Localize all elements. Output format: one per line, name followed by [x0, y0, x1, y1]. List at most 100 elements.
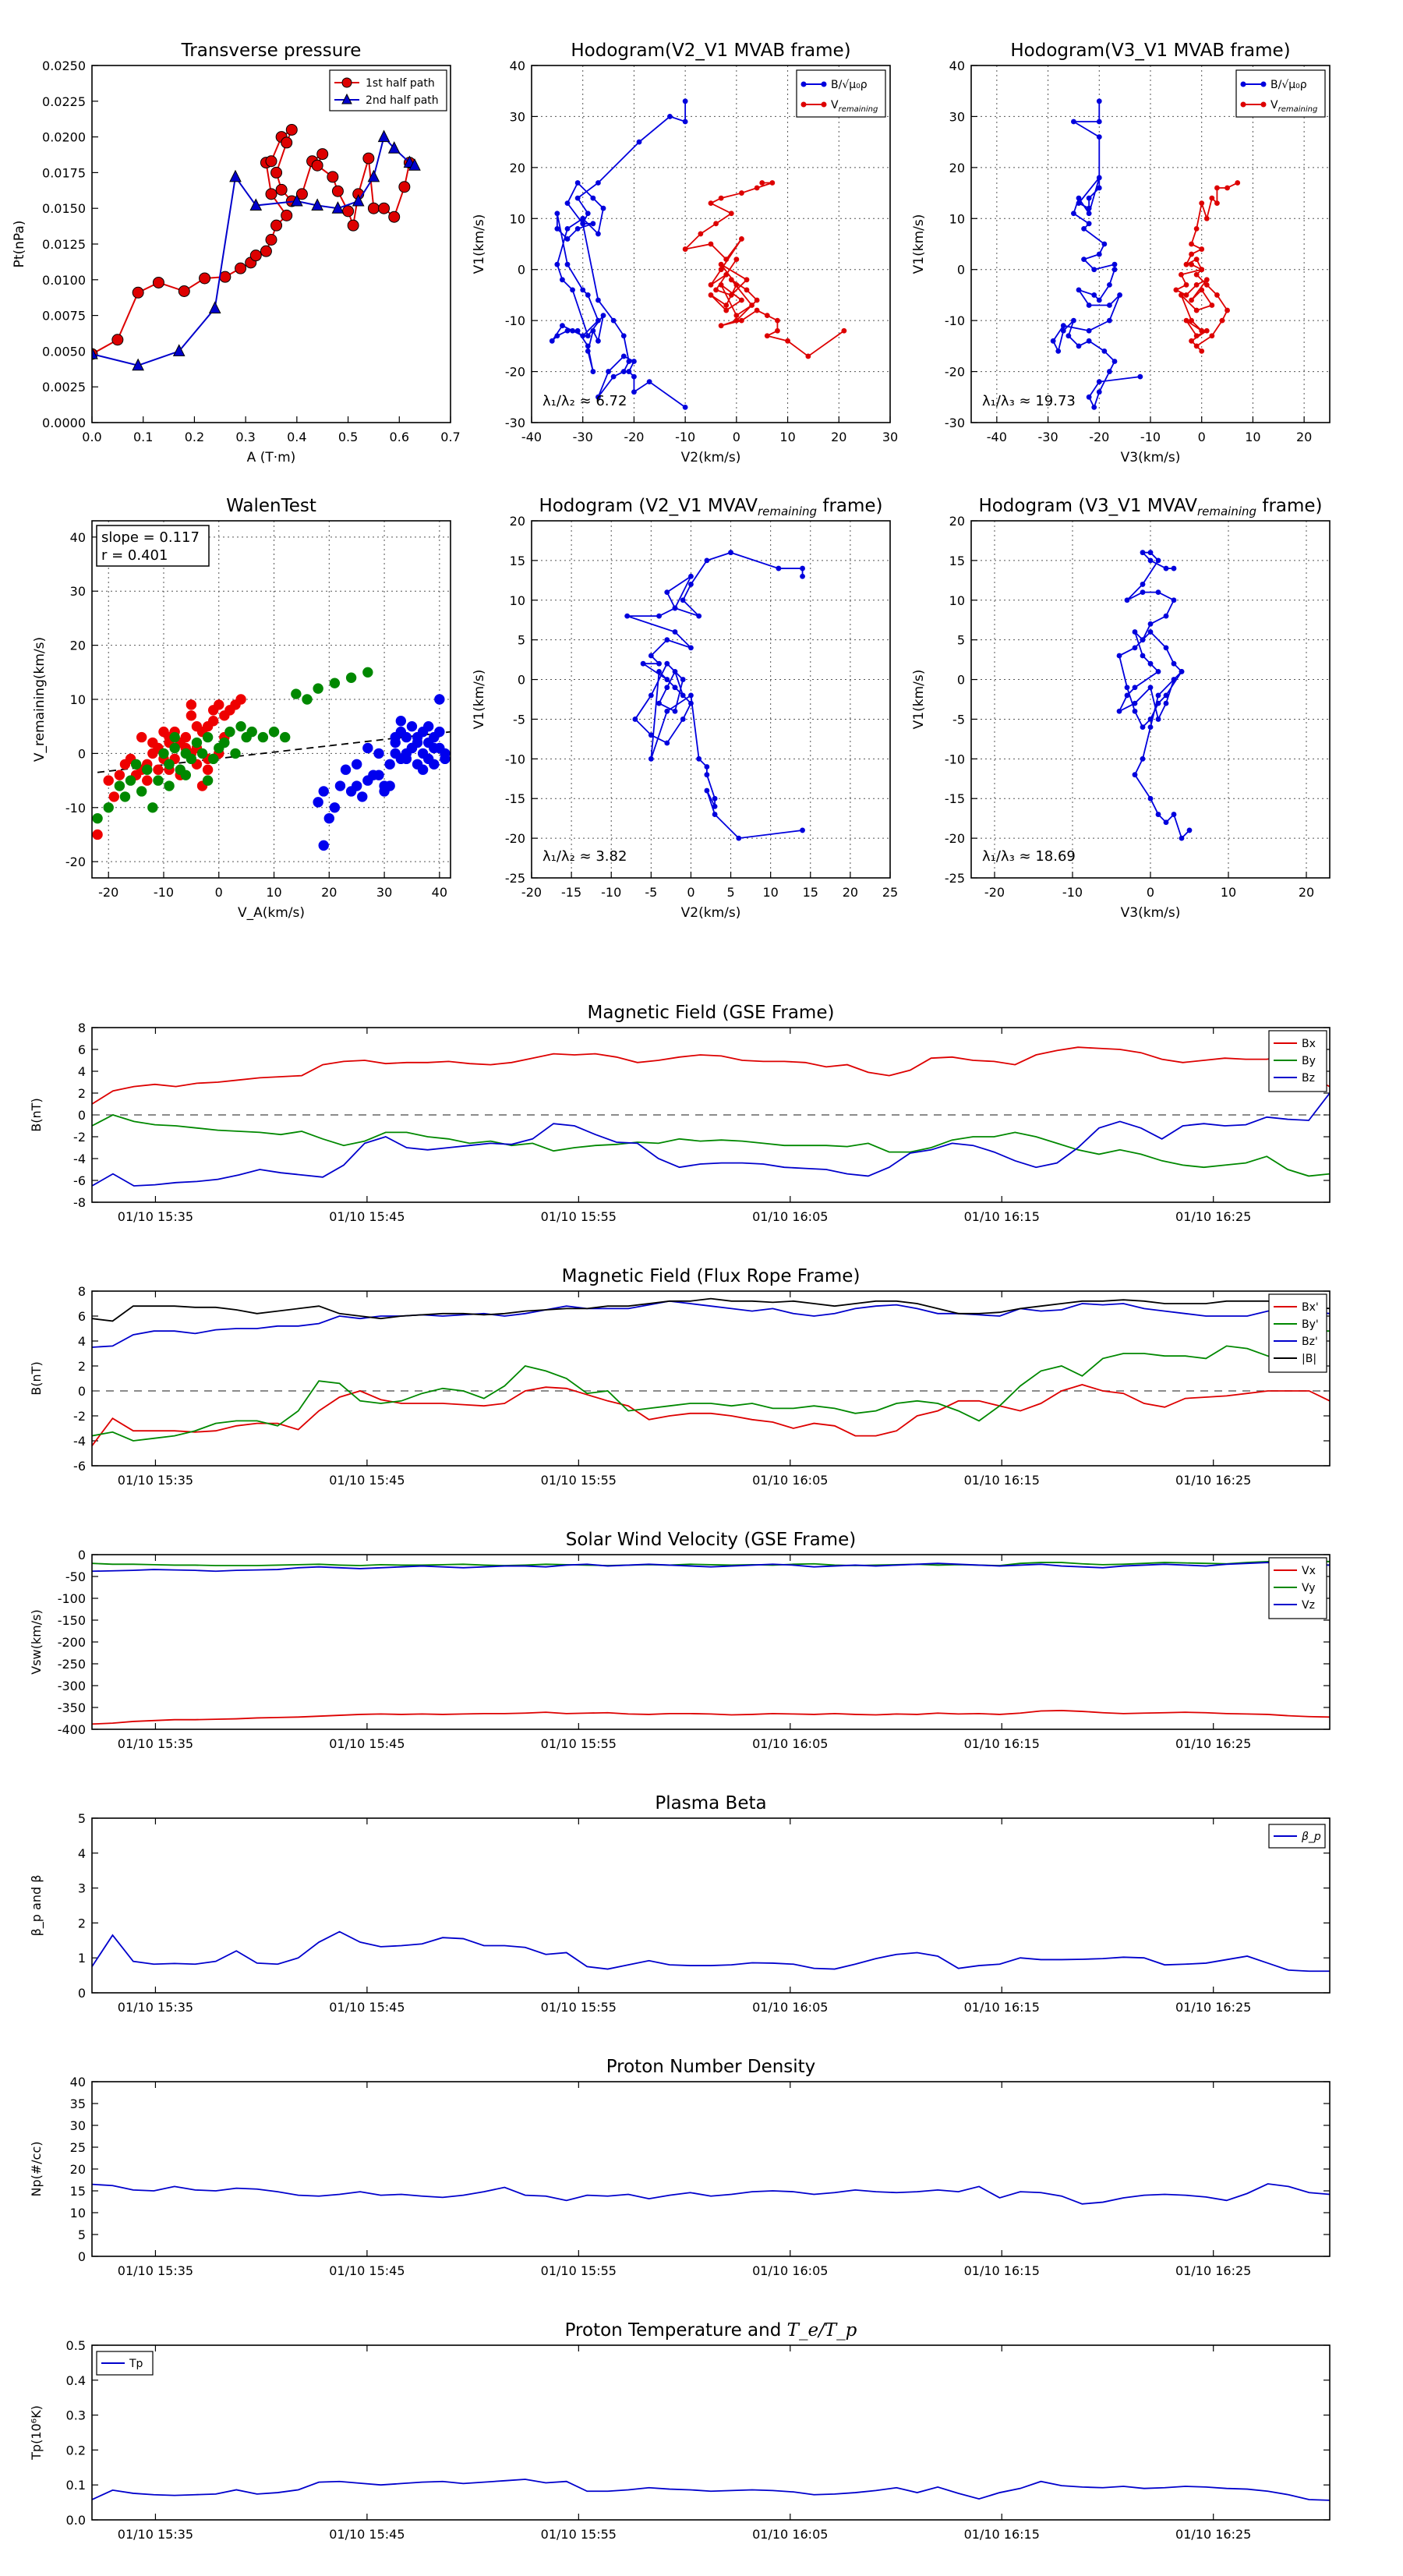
data-point — [417, 764, 429, 775]
data-point — [1116, 653, 1122, 659]
data-point — [152, 276, 164, 288]
data-point — [208, 301, 221, 313]
y-tick-label: 20 — [510, 161, 525, 175]
data-point — [1155, 589, 1161, 595]
legend-marker — [821, 81, 827, 87]
data-point — [680, 677, 686, 682]
data-point — [713, 221, 719, 227]
data-point — [331, 201, 345, 214]
x-tick-label: 20 — [1299, 885, 1314, 900]
y-tick-label: 15 — [70, 2184, 86, 2199]
x-tick-label: 10 — [779, 430, 795, 444]
y-tick-label: -8 — [73, 1195, 86, 1210]
data-point — [749, 303, 755, 308]
data-point — [180, 770, 192, 780]
legend-label: By — [1302, 1055, 1316, 1067]
data-point — [384, 759, 395, 770]
legend-label: 2nd half path — [366, 94, 439, 107]
data-point — [764, 313, 770, 318]
data-point — [281, 136, 293, 149]
data-point — [580, 333, 586, 339]
data-point — [656, 700, 662, 706]
data-point — [560, 323, 565, 329]
y-tick-label: 10 — [949, 593, 965, 608]
series-1st-half-path — [92, 123, 415, 360]
data-point — [342, 205, 355, 218]
data-point — [270, 219, 283, 232]
data-point — [564, 225, 571, 232]
data-point — [202, 775, 214, 786]
data-point — [595, 338, 601, 344]
data-point — [199, 272, 211, 285]
data-point — [718, 261, 724, 267]
data-point — [564, 261, 571, 267]
data-point — [1163, 565, 1169, 571]
data-point — [302, 694, 313, 705]
data-point — [313, 683, 323, 694]
plot-area — [92, 123, 421, 371]
data-point — [1140, 582, 1146, 587]
data-point — [1086, 303, 1092, 308]
y-axis-label: V1(km/s) — [472, 214, 487, 274]
data-point — [434, 694, 445, 705]
y-tick-label: 5 — [78, 1811, 86, 1826]
y-tick-label: -25 — [505, 871, 525, 886]
data-point — [1086, 211, 1092, 217]
data-point — [1203, 327, 1210, 334]
data-point — [718, 281, 724, 288]
series-line-bx — [92, 1046, 1330, 1105]
y-tick-label: -10 — [505, 313, 525, 328]
data-point — [590, 327, 596, 334]
series-v — [1116, 550, 1193, 841]
data-point — [265, 188, 277, 200]
data-point — [648, 653, 654, 659]
data-point — [723, 307, 730, 313]
y-tick-label: -20 — [945, 365, 965, 380]
y-tick-label: -10 — [65, 801, 86, 816]
data-point — [323, 812, 335, 824]
data-point — [1096, 134, 1102, 140]
data-point — [595, 297, 601, 303]
y-tick-label: 0.0200 — [42, 130, 86, 145]
data-point — [664, 708, 670, 714]
y-tick-label: 10 — [510, 211, 525, 226]
data-point — [636, 139, 642, 145]
eigenvalue-ratio: λ₁/λ₂ ≈ 3.82 — [542, 848, 627, 865]
data-point — [1086, 205, 1092, 211]
data-point — [1117, 292, 1122, 298]
y-tick-label: 0.0175 — [42, 165, 86, 180]
mag_fr-chart: Magnetic Field (Flux Rope Frame) -6 -4 -2 0 2… — [29, 1266, 1331, 1488]
data-point — [805, 353, 811, 359]
plot-area — [92, 2479, 1330, 2501]
hodo_v2_mvav-chart: Hodogram (V2_V1 MVAVremaining frame)-20-… — [472, 496, 898, 921]
legend-box — [1235, 69, 1326, 118]
y-tick-label: 0.3 — [66, 2408, 86, 2423]
data-point — [153, 764, 164, 775]
series-line-vz — [92, 1562, 1330, 1573]
data-point — [1189, 317, 1194, 324]
data-point — [1155, 812, 1161, 817]
data-point — [390, 731, 401, 743]
data-point — [718, 323, 724, 329]
data-point — [111, 334, 124, 346]
series-line — [1174, 182, 1239, 352]
data-point — [800, 827, 805, 833]
data-point — [1155, 692, 1161, 699]
data-point — [564, 327, 571, 334]
y-tick-label: -15 — [505, 791, 525, 806]
y-tick-label: 10 — [70, 2206, 86, 2220]
y-tick-label: 20 — [949, 514, 965, 529]
plot-area — [92, 2183, 1330, 2205]
data-point — [1132, 700, 1138, 706]
x-tick-label: -20 — [1089, 430, 1109, 444]
data-point — [1107, 317, 1112, 324]
data-point — [103, 775, 114, 786]
data-point — [1171, 565, 1177, 571]
eigenvalue-ratio: λ₁/λ₂ ≈ 6.72 — [542, 393, 627, 409]
data-point — [235, 694, 246, 705]
x-tick-label: 5 — [726, 885, 734, 900]
x-tick-label: 20 — [831, 430, 846, 444]
y-axis-label: B(nT) — [29, 1361, 44, 1395]
chart-title: Hodogram(V2_V1 MVAB frame) — [571, 41, 850, 61]
data-point — [260, 245, 272, 257]
